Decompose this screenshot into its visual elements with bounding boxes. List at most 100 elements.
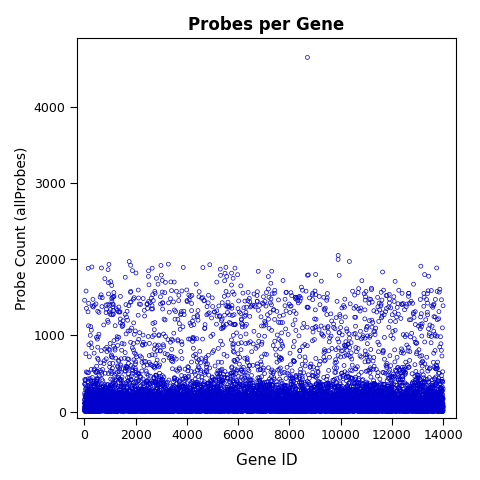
Point — [335, 408, 342, 415]
Point — [335, 344, 342, 352]
Point — [317, 404, 324, 412]
Point — [397, 406, 405, 413]
Point — [126, 402, 134, 410]
Point — [160, 402, 168, 410]
Point — [240, 400, 248, 408]
Point — [201, 388, 208, 396]
Point — [139, 395, 147, 403]
Point — [165, 260, 172, 268]
Point — [295, 395, 302, 403]
Point — [235, 401, 242, 408]
Point — [307, 404, 314, 411]
Point — [247, 380, 254, 388]
Point — [82, 393, 89, 400]
Point — [201, 404, 208, 411]
Point — [329, 405, 336, 412]
Point — [93, 407, 100, 414]
Point — [180, 407, 187, 415]
Point — [400, 405, 408, 413]
Point — [109, 404, 117, 411]
Point — [130, 294, 138, 301]
Point — [138, 407, 146, 414]
Point — [389, 400, 396, 408]
Point — [399, 406, 407, 413]
Point — [210, 404, 218, 412]
Point — [159, 406, 167, 413]
Point — [237, 346, 245, 354]
Point — [322, 405, 330, 412]
Point — [286, 392, 294, 399]
Point — [433, 394, 441, 402]
Point — [194, 389, 202, 396]
Point — [348, 399, 355, 407]
Point — [175, 405, 183, 413]
Point — [99, 391, 107, 398]
Point — [175, 405, 183, 413]
Point — [110, 292, 118, 300]
Point — [204, 397, 212, 405]
Point — [267, 391, 275, 398]
Point — [97, 404, 105, 411]
Point — [403, 405, 410, 413]
Point — [243, 405, 251, 413]
Point — [432, 401, 440, 409]
Point — [381, 406, 389, 413]
Point — [202, 402, 209, 410]
Point — [375, 392, 383, 399]
Point — [252, 402, 260, 410]
Point — [319, 392, 326, 400]
Point — [280, 399, 288, 407]
Point — [198, 407, 206, 414]
Point — [395, 400, 402, 408]
Point — [384, 405, 391, 412]
Point — [214, 403, 222, 411]
Point — [223, 405, 231, 412]
Point — [144, 407, 152, 414]
Point — [342, 405, 349, 413]
Point — [129, 399, 136, 407]
Point — [434, 393, 442, 400]
Point — [342, 398, 350, 406]
Point — [152, 397, 159, 405]
Point — [359, 407, 366, 414]
Point — [297, 381, 305, 389]
Point — [97, 397, 105, 405]
Point — [192, 371, 199, 378]
Point — [213, 407, 220, 414]
Point — [218, 401, 226, 409]
Point — [348, 396, 356, 404]
Point — [418, 406, 426, 413]
Point — [335, 402, 342, 410]
Point — [411, 402, 419, 409]
Point — [151, 405, 159, 412]
Point — [324, 393, 331, 400]
Point — [276, 400, 284, 408]
Point — [236, 395, 243, 402]
Point — [240, 398, 247, 406]
Point — [379, 384, 386, 391]
Point — [212, 399, 220, 407]
Point — [343, 391, 351, 399]
Point — [112, 397, 120, 405]
Point — [390, 403, 398, 410]
Point — [323, 297, 331, 304]
Point — [409, 406, 417, 414]
Point — [174, 404, 182, 411]
Point — [177, 396, 185, 403]
Point — [261, 401, 269, 408]
Point — [316, 378, 324, 386]
Point — [377, 380, 384, 387]
Point — [123, 390, 131, 398]
Point — [223, 404, 231, 411]
Point — [381, 407, 388, 414]
Point — [137, 400, 144, 408]
Point — [318, 400, 326, 408]
Point — [144, 273, 152, 280]
Point — [259, 379, 267, 387]
Point — [146, 403, 154, 410]
Point — [392, 399, 400, 407]
Point — [239, 399, 246, 407]
Point — [307, 382, 315, 389]
Point — [246, 400, 253, 408]
Point — [295, 392, 302, 400]
